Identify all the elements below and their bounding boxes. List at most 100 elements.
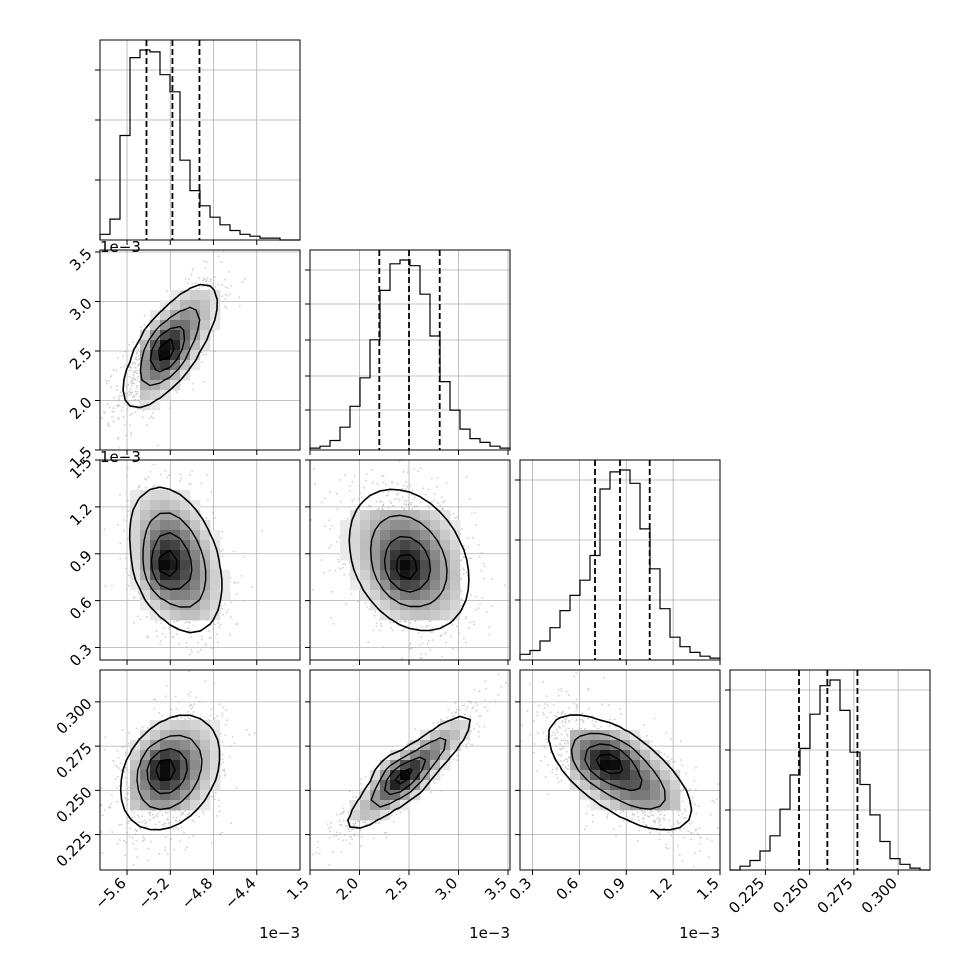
density-cell — [380, 540, 391, 551]
density-cell — [350, 520, 361, 531]
scatter-point — [202, 812, 205, 815]
scatter-point — [129, 413, 132, 416]
density-cell — [450, 550, 461, 561]
scatter-point — [359, 491, 362, 494]
density-cell — [160, 310, 171, 321]
density-cell — [180, 550, 191, 561]
density-cell — [150, 330, 161, 341]
density-cell — [350, 570, 361, 581]
scatter-point — [188, 836, 191, 839]
scatter-point — [312, 467, 315, 470]
scatter-point — [375, 622, 378, 624]
scatter-point — [226, 719, 229, 722]
scatter-point — [135, 727, 138, 730]
density-cell — [180, 500, 191, 511]
scatter-point — [187, 711, 190, 713]
scatter-point — [403, 628, 406, 630]
density-cell — [150, 610, 161, 621]
density-cell — [440, 550, 451, 561]
scatter-point — [151, 412, 154, 414]
histogram-step — [309, 259, 511, 450]
scatter-point — [406, 485, 408, 488]
scatter-point — [198, 277, 201, 279]
scatter-point — [125, 434, 128, 437]
scatter-point — [488, 633, 491, 636]
scatter-point — [382, 481, 385, 484]
scatter-point — [334, 569, 337, 572]
scatter-point — [387, 506, 390, 509]
density-contents — [100, 460, 263, 656]
contour-level-1 — [348, 488, 470, 632]
scatter-point — [461, 567, 464, 570]
scatter-point — [185, 646, 188, 648]
density-cell — [370, 530, 381, 541]
density-cell — [150, 500, 161, 511]
density-cell — [400, 530, 411, 541]
scatter-point — [368, 608, 371, 611]
scatter-point — [116, 405, 118, 408]
scatter-point — [138, 592, 140, 595]
density-cell — [150, 600, 161, 611]
scatter-point — [133, 377, 136, 379]
scatter-point — [143, 819, 146, 822]
scatter-point — [168, 626, 171, 628]
scatter-point — [437, 502, 439, 504]
scatter-point — [192, 706, 194, 709]
scatter-point — [165, 685, 168, 687]
scatter-point — [195, 814, 198, 817]
scatter-point — [218, 626, 221, 628]
scatter-point — [126, 475, 128, 478]
scatter-point — [431, 639, 434, 641]
scatter-point — [152, 486, 154, 488]
contour-level-2 — [139, 306, 201, 387]
scatter-point — [218, 703, 221, 706]
panel-frame — [99, 39, 301, 241]
scatter-point — [141, 815, 143, 818]
scatter-point — [222, 613, 225, 616]
scatter-point — [397, 492, 400, 495]
histogram-panel-3 — [515, 459, 721, 665]
scatter-point — [149, 819, 152, 822]
scatter-point — [180, 477, 183, 480]
scatter-point — [152, 417, 155, 419]
scatter-point — [122, 406, 125, 409]
scatter-point — [468, 557, 471, 560]
scatter-point — [452, 647, 454, 650]
density-cell — [360, 510, 371, 521]
scatter-point — [385, 483, 387, 486]
density-cell — [190, 540, 201, 551]
scatter-point — [110, 374, 113, 377]
scatter-point — [115, 764, 117, 767]
scatter-point — [479, 603, 481, 605]
density-cell — [160, 300, 171, 311]
scatter-point — [380, 625, 383, 628]
scatter-point — [420, 653, 422, 655]
density-cell — [360, 580, 371, 591]
scatter-point — [408, 508, 411, 510]
density-cell — [390, 540, 401, 551]
density-cell — [210, 600, 221, 611]
scatter-point — [136, 384, 138, 387]
scatter-point — [221, 295, 224, 298]
scatter-point — [100, 831, 103, 833]
scatter-point — [123, 529, 125, 532]
density-cell — [150, 380, 161, 391]
scatter-point — [108, 805, 110, 808]
scatter-point — [204, 644, 207, 647]
scatter-point — [126, 514, 128, 517]
scatter-point — [332, 622, 335, 625]
density-cell — [410, 590, 421, 601]
scatter-point — [467, 537, 470, 539]
density-cell — [420, 610, 431, 621]
scatter-point — [126, 467, 129, 470]
scatter-point — [136, 391, 139, 393]
scatter-point — [367, 641, 370, 644]
scatter-point — [209, 280, 212, 283]
scatter-point — [371, 469, 373, 471]
density-cell — [170, 570, 181, 581]
scatter-point — [343, 573, 346, 576]
scatter-point — [111, 584, 113, 587]
scatter-point — [205, 642, 207, 645]
scatter-point — [213, 623, 216, 626]
scatter-point — [427, 488, 430, 491]
